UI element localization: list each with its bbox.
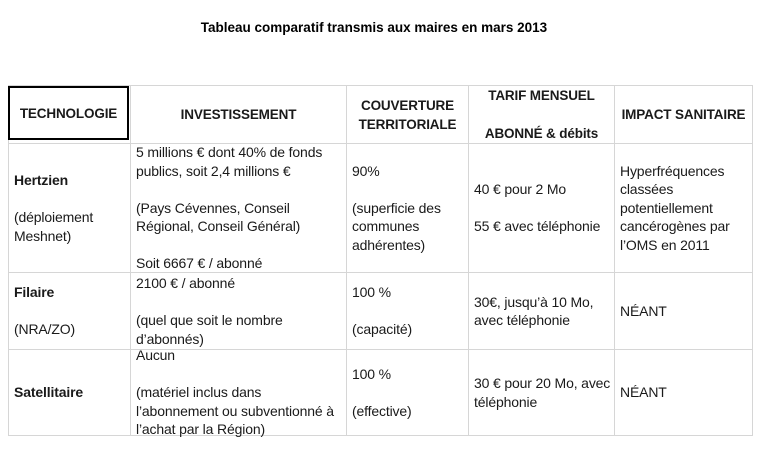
table-cell-filaire-tarif: 30€, jusqu’à 10 Mo, avec téléphonie <box>469 273 615 350</box>
table-row-filaire-technologie: Filaire (NRA/ZO) <box>9 273 131 350</box>
column-header-tarif: TARIF MENSUEL ABONNÉ & débits <box>469 86 615 144</box>
technology-name: Filaire <box>14 284 55 301</box>
table-cell-hertzien-tarif: 40 € pour 2 Mo 55 € avec téléphonie <box>469 144 615 273</box>
column-header-investissement: INVESTISSEMENT <box>131 86 347 144</box>
column-header-label: COUVERTURE TERRITORIALE <box>358 97 457 132</box>
column-header-technologie: TECHNOLOGIE <box>8 86 131 144</box>
page-title: Tableau comparatif transmis aux maires e… <box>200 20 548 35</box>
table-cell-filaire-couverture: 100 % (capacité) <box>347 273 469 350</box>
table-cell-satellitaire-tarif: 30 € pour 20 Mo, avec téléphonie <box>469 350 615 436</box>
column-header-label: TECHNOLOGIE <box>19 105 118 121</box>
cell-text: 5 millions € dont 40% de fonds publics, … <box>136 144 323 272</box>
table-row-satellitaire-technologie: Satellitaire <box>9 350 131 436</box>
cell-text: Hyperfréquences classées potentiellement… <box>620 162 730 253</box>
cell-text: 30€, jusqu’à 10 Mo, avec téléphonie <box>474 293 594 329</box>
cell-text: 30 € pour 20 Mo, avec téléphonie <box>474 375 611 410</box>
table-cell-satellitaire-impact: NÉANT <box>615 350 753 436</box>
technology-name: Hertzien <box>14 172 69 188</box>
cell-text: 2100 € / abonné (quel que soit le nombre… <box>136 275 283 347</box>
table-cell-hertzien-couverture: 90% (superficie des communes adhérentes) <box>347 144 469 273</box>
cell-text: 100 % (effective) <box>352 365 412 419</box>
column-header-label: TARIF MENSUEL ABONNÉ & débits <box>484 88 599 141</box>
table-cell-filaire-investissement: 2100 € / abonné (quel que soit le nombre… <box>131 273 347 350</box>
cell-text: NÉANT <box>620 302 667 319</box>
cell-text: 40 € pour 2 Mo 55 € avec téléphonie <box>474 181 601 235</box>
column-header-label: INVESTISSEMENT <box>180 107 297 122</box>
table-row-hertzien-technologie: Hertzien (déploiement Meshnet) <box>9 144 131 273</box>
cell-text: 90% (superficie des communes adhérentes) <box>352 162 441 253</box>
cell-text: 100 % (capacité) <box>352 284 412 338</box>
comparison-table: TECHNOLOGIE INVESTISSEMENT COUVERTURE TE… <box>8 85 753 437</box>
column-header-impact: IMPACT SANITAIRE <box>615 86 753 144</box>
column-header-couverture: COUVERTURE TERRITORIALE <box>347 86 469 144</box>
column-header-label: IMPACT SANITAIRE <box>621 107 746 122</box>
technology-name: Satellitaire <box>14 384 84 401</box>
cell-text: NÉANT <box>620 384 667 401</box>
table-cell-filaire-impact: NÉANT <box>615 273 753 350</box>
table-cell-hertzien-impact: Hyperfréquences classées potentiellement… <box>615 144 753 273</box>
table-cell-satellitaire-couverture: 100 % (effective) <box>347 350 469 436</box>
table-cell-satellitaire-investissement: Aucun (matériel inclus dans l’abonnement… <box>131 347 347 437</box>
technologie-header-frame: TECHNOLOGIE <box>8 86 129 140</box>
technology-note: (NRA/ZO) <box>14 321 76 338</box>
table-cell-hertzien-investissement: 5 millions € dont 40% de fonds publics, … <box>131 144 347 273</box>
cell-text: Aucun (matériel inclus dans l’abonnement… <box>136 347 334 438</box>
technology-note: (déploiement Meshnet) <box>14 209 94 244</box>
